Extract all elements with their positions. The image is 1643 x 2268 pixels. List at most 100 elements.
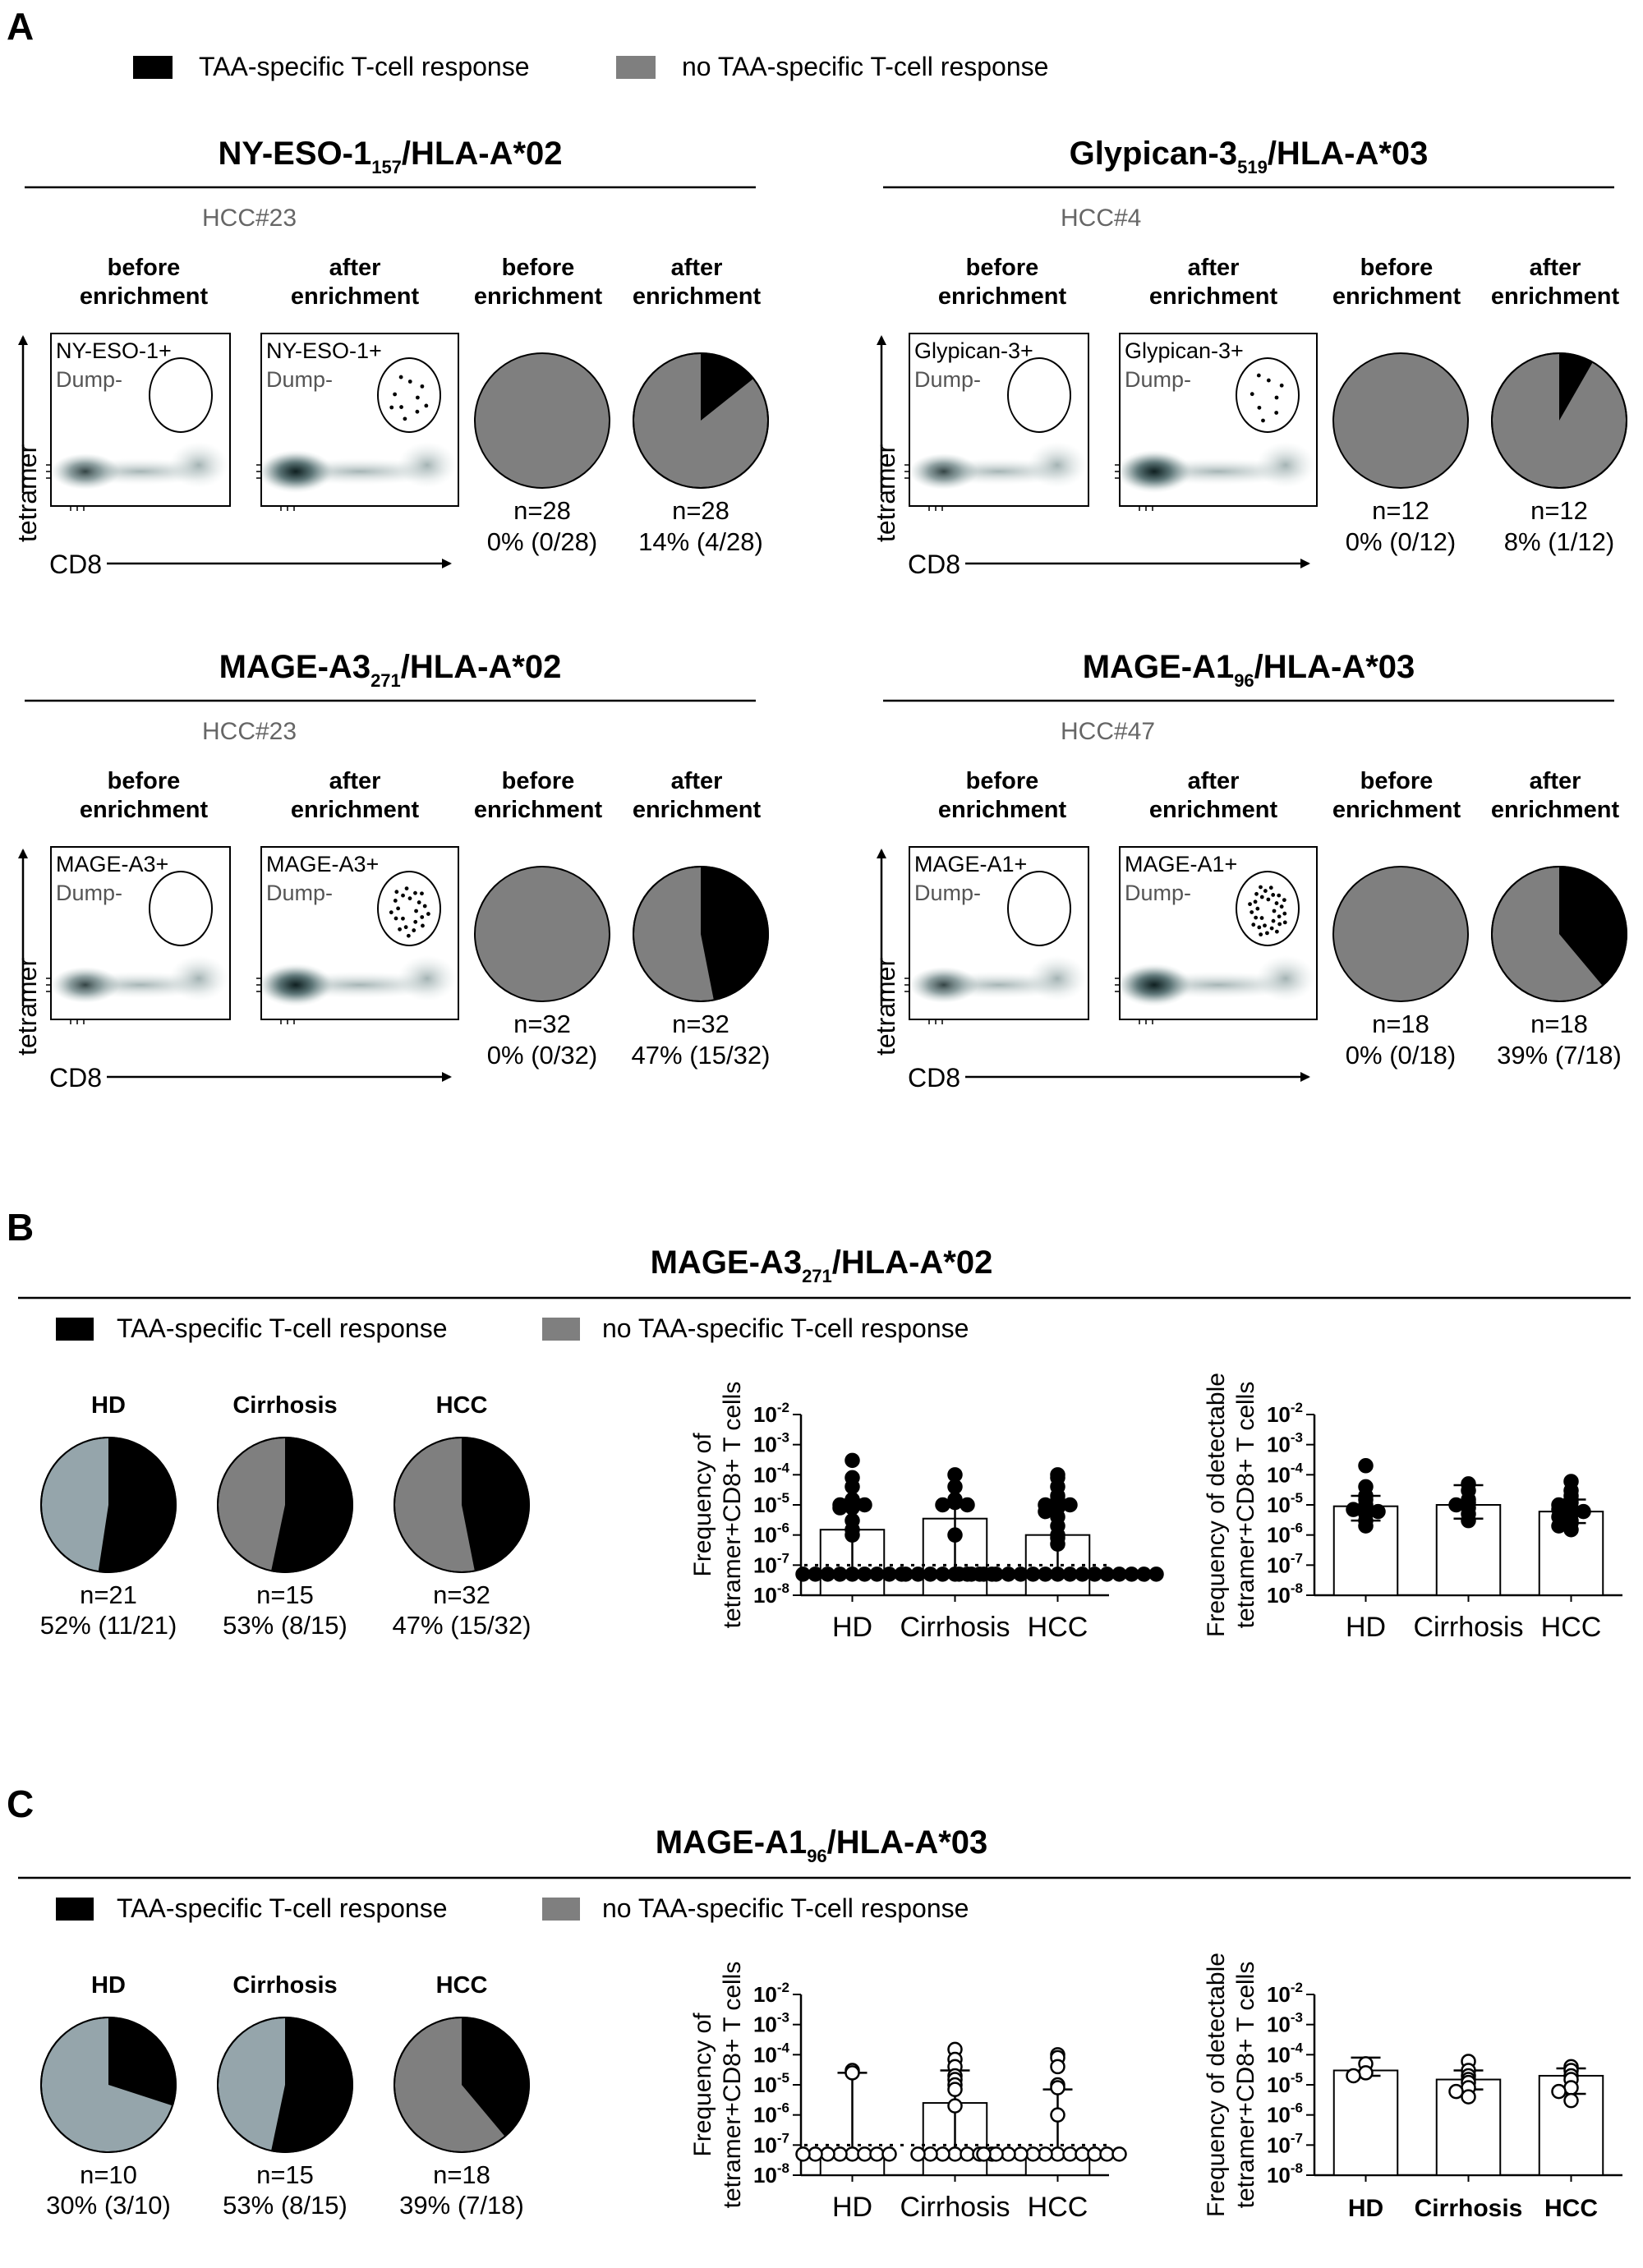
scatter-bar-all-ylabel-line1: Frequency of [689, 2013, 716, 2157]
flow-plot-before-dump-label: Dump- [56, 367, 122, 392]
group-label: Cirrhosis [232, 1972, 337, 1999]
scatter-bar-detectable-data-point [1461, 1512, 1476, 1529]
scatter-bar-all-data-point [947, 2082, 963, 2097]
scatter-bar-all-data-point [988, 1566, 1004, 1582]
pie-percent-label: 53% (8/15) [223, 1611, 347, 1640]
pie-n-label: n=18 [1530, 1010, 1588, 1038]
flow-plot-after-dump-label: Dump- [1125, 881, 1191, 905]
flow-plot-after-event-dot [1277, 922, 1282, 927]
scatter-bar-all-ylabel-line1: Frequency of [689, 1433, 716, 1577]
scatter-bar-detectable-data-point [1370, 1503, 1386, 1520]
subpanel-title-main: MAGE-A3 [219, 649, 370, 685]
scatter-bar-all-data-point [857, 2146, 872, 2162]
flow-plot-after-density-main-2 [1116, 450, 1192, 493]
scatter-bar-detectable-data-point [1358, 1458, 1374, 1474]
scatter-bar-all-data-point [795, 1566, 811, 1582]
column-header-line1: before [966, 768, 1039, 794]
scatter-bar-all-data-point [832, 1566, 848, 1582]
flow-plot-after-event-dot [406, 933, 411, 938]
group-pie-cirrhosis-slice-response [271, 2017, 352, 2152]
scatter-bar-all-data-point [869, 1566, 885, 1582]
group-label: HCC [436, 1972, 488, 1999]
flow-plot-after-event-dot [1253, 899, 1258, 904]
flow-plot-before-density-right [1028, 955, 1087, 1001]
column-header-line1: before [502, 768, 575, 794]
subpanel-title: Glypican-3519/HLA-A*03 [1070, 136, 1429, 177]
legend-label-no-response: no TAA-specific T-cell response [682, 52, 1048, 81]
scatter-bar-all-y-tick-base: 10 [753, 1583, 777, 1608]
scatter-bar-all-y-tick-label: 10-8 [753, 1580, 789, 1608]
scatter-bar-all-data-point [935, 1566, 950, 1582]
x-axis-label: CD8 [908, 1063, 960, 1093]
scatter-bar-all-y-tick-base: 10 [753, 2013, 777, 2037]
column-header-line1: after [1188, 255, 1240, 281]
group-pie-hd-outline [40, 2017, 177, 2153]
flow-plot-after-tetramer-gate-label: MAGE-A1+ [1125, 852, 1237, 876]
panel-a: A TAA-specific T-cell response no TAA-sp… [7, 5, 1627, 1093]
scatter-bar-all-data-point [832, 2146, 848, 2162]
scatter-bar-all-y-tick-base: 10 [753, 1523, 777, 1548]
scatter-bar-all-data-point [923, 1566, 938, 1582]
pie-n-label: n=21 [80, 1580, 137, 1609]
group-pie-cirrhosis [217, 2017, 353, 2153]
panel-title: MAGE-A196/HLA-A*03 [656, 1824, 988, 1866]
flow-plot-after-event-dot [413, 890, 417, 895]
column-header-line1: after [671, 255, 723, 281]
flow-plot-after-event-dot [403, 925, 408, 930]
summary-pie-after-outline [1491, 352, 1627, 489]
legend-label-response: TAA-specific T-cell response [117, 1313, 448, 1343]
scatter-bar-all-data-point [935, 2146, 950, 2162]
summary-pie-after-slice-response [1559, 867, 1627, 986]
flow-plot-after-event-dot [1251, 922, 1256, 927]
legend-label-response: TAA-specific T-cell response [117, 1893, 448, 1923]
column-header-line1: after [671, 768, 723, 794]
scatter-bar-detectable-y-tick-base: 10 [1267, 1433, 1291, 1457]
scatter-bar-detectable-data-point [1346, 2068, 1361, 2084]
pie-n-label: n=12 [1372, 496, 1429, 525]
scatter-bar-detectable-y-tick-base: 10 [1267, 2013, 1291, 2037]
scatter-bar-detectable-y-tick-exponent: -3 [1291, 2010, 1303, 2026]
subpanel-title-subscript: 157 [371, 157, 402, 177]
flow-plot-before-tetramer-gate-label: Glypican-3+ [914, 338, 1033, 363]
pie-n-label: n=32 [433, 1580, 490, 1609]
scatter-bar-detectable-data-point [1551, 1518, 1567, 1534]
legend-swatch-response [56, 1898, 94, 1921]
summary-pie-before-slice-no-response [474, 866, 610, 1002]
column-header-line2: enrichment [291, 797, 420, 823]
column-header-line1: before [502, 255, 575, 281]
scatter-bar-all-y-tick-exponent: -8 [777, 1580, 789, 1596]
flow-plot-after: NY-ESO-1+ Dump- [256, 333, 459, 511]
panel-title-subscript: 271 [802, 1266, 832, 1286]
x-axis-label: CD8 [49, 550, 102, 579]
flow-plot-after-event-dot [1282, 911, 1287, 916]
scatter-bar-all-y-tick-base: 10 [753, 2072, 777, 2097]
group-pie-cirrhosis-slice-response [271, 1438, 353, 1572]
panel-title-subscript: 96 [807, 1846, 826, 1866]
flow-plot-after-event-dot [424, 403, 429, 408]
column-header-line1: before [966, 255, 1039, 281]
scatter-bar-all-data-point [845, 1452, 860, 1469]
summary-pie-after-slice-response [701, 353, 754, 421]
flow-plot-after-gate [377, 871, 441, 946]
group-label: HCC [436, 1392, 488, 1419]
scatter-bar-all-data-point [951, 1566, 967, 1582]
scatter-bar-all-data-point [1013, 2146, 1029, 2162]
summary-pie-after-outline [633, 866, 769, 1002]
flow-plot-after-density-main-2 [258, 964, 334, 1006]
flow-plot-after-event-dot [401, 893, 405, 898]
scatter-bar-detectable-y-tick-exponent: -6 [1291, 1520, 1303, 1536]
flow-plot-after-event-dot [1255, 906, 1260, 911]
scatter-bar-all-data-point [1062, 1497, 1078, 1513]
scatter-bar-all-y-tick-label: 10-5 [753, 2070, 789, 2097]
flow-plot-before-gate [1007, 357, 1071, 433]
flow-plot-after-event-dot [417, 900, 421, 904]
scatter-bar-all-data-point [1025, 2146, 1041, 2162]
scatter-bar-all-y-tick-base: 10 [753, 2163, 777, 2187]
scatter-bar-all-data-point [947, 1527, 963, 1543]
scatter-bar-detectable-y-tick-label: 10-6 [1267, 2100, 1303, 2128]
scatter-bar-all-y-tick-base: 10 [753, 1462, 777, 1487]
summary-pie-after-outline [1491, 866, 1627, 1002]
